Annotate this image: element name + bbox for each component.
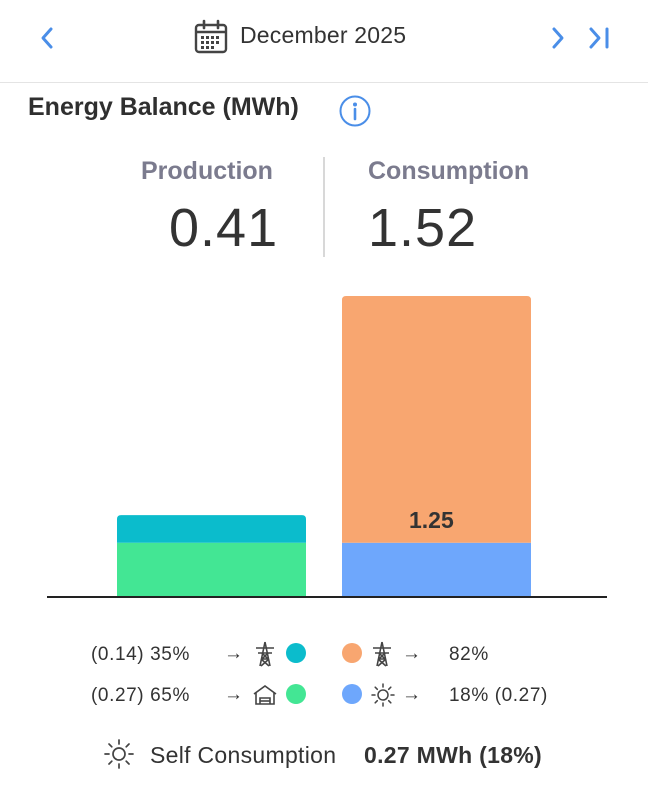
summary-divider [323, 157, 325, 257]
house-icon [253, 685, 277, 705]
last-month-button[interactable] [585, 24, 615, 52]
chevron-right-icon [552, 27, 564, 49]
bar-segment-export[interactable] [117, 515, 306, 543]
production-value: 0.41 [169, 198, 279, 258]
next-month-button[interactable] [545, 24, 569, 52]
self-consumption-label: Self Consumption [150, 742, 337, 768]
transmission-tower-icon [373, 641, 391, 667]
previous-month-button[interactable] [36, 24, 60, 52]
legend-import-text: 82% [449, 644, 489, 665]
consumption-label: Consumption [368, 157, 530, 185]
energy-balance-chart [47, 296, 607, 598]
self-consumption-value: 0.27 MWh (18%) [364, 742, 543, 768]
bar-segment-self-consumption-consumed[interactable] [342, 542, 531, 596]
skip-to-last-icon [589, 27, 609, 49]
legend-export-text: (0.14) 35% [91, 644, 190, 665]
date-navigation-bar [0, 0, 648, 83]
bar-segment-self-consumption-produced[interactable] [117, 542, 306, 596]
legend-arrow: → [224, 643, 244, 664]
info-icon[interactable] [338, 94, 372, 128]
legend-arrow: → [224, 684, 244, 705]
legend-export-dot [286, 643, 306, 663]
sun-icon [104, 739, 134, 769]
import-data-label: 1.25 [409, 507, 454, 533]
production-label: Production [141, 157, 273, 185]
chevron-left-icon [41, 27, 53, 49]
current-month-label[interactable]: December 2025 [240, 22, 407, 48]
calendar-icon[interactable] [193, 19, 229, 55]
legend-self-consumed-dot [342, 684, 362, 704]
consumption-value: 1.52 [368, 198, 478, 258]
transmission-tower-icon [256, 641, 274, 667]
legend-self-produced-text: (0.27) 65% [91, 685, 190, 706]
legend-arrow: → [402, 643, 422, 664]
bar-segment-import[interactable] [342, 296, 531, 543]
legend-self-produced-dot [286, 684, 306, 704]
legend-import-dot [342, 643, 362, 663]
legend-arrow: → [402, 684, 422, 705]
section-title: Energy Balance (MWh) [28, 93, 299, 121]
sun-icon [371, 683, 395, 707]
legend-self-consumed-text: 18% (0.27) [449, 685, 548, 706]
